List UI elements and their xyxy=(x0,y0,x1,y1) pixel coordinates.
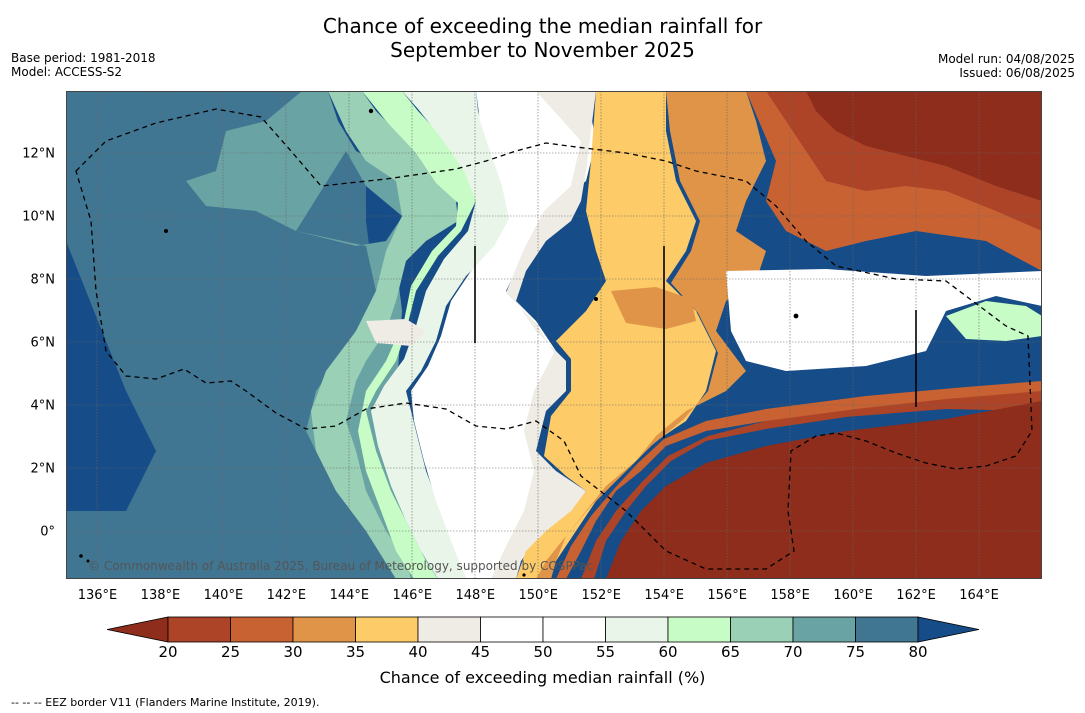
field-patch-orange xyxy=(611,287,696,329)
issued-text: Issued: 06/08/2025 xyxy=(959,66,1075,80)
longitude-label: 148°E xyxy=(455,588,496,603)
latitude-label: 12°N xyxy=(22,146,55,162)
longitude-label: 138°E xyxy=(140,588,181,603)
latitude-label: 8°N xyxy=(30,272,56,288)
map-title-line1: Chance of exceeding the median rainfall … xyxy=(322,14,763,38)
longitude-label: 158°E xyxy=(770,588,810,603)
colorbar-segment xyxy=(855,616,919,643)
longitude-label: 136°E xyxy=(77,588,118,603)
latitude-label: 6°N xyxy=(30,335,56,351)
eez-legend-note: -- -- -- EEZ border V11 (Flanders Marine… xyxy=(11,696,320,709)
colorbar-title: Chance of exceeding median rainfall (%) xyxy=(379,668,706,687)
longitude-label: 162°E xyxy=(896,588,936,603)
islands xyxy=(79,108,799,577)
latitude-label: 0° xyxy=(40,524,55,540)
colorbar-tick-label: 70 xyxy=(783,643,803,661)
colorbar-tick-label: 40 xyxy=(408,643,428,661)
latitude-label: 2°N xyxy=(30,461,56,477)
longitude-label: 142°E xyxy=(266,588,307,603)
run-info: Model run: 04/08/2025 Issued: 06/08/2025 xyxy=(938,52,1075,80)
colorbar-segment xyxy=(167,616,231,643)
colorbar-tick-label: 55 xyxy=(595,643,616,661)
field-band-40-45 xyxy=(491,91,596,579)
rainfall-map-svg xyxy=(66,91,1042,579)
copyright-text: © Commonwealth of Australia 2025, Bureau… xyxy=(88,559,594,573)
latitude-label: 4°N xyxy=(30,398,56,414)
longitude-label: 164°E xyxy=(959,588,999,603)
colorbar-tick-label: 35 xyxy=(345,643,366,661)
colorbar-under-arrow xyxy=(106,616,169,643)
eez-border-palau-fsm-west xyxy=(75,108,1033,570)
field-band-30-35 xyxy=(536,91,766,579)
colorbar-over-arrow xyxy=(917,616,980,643)
map-frame xyxy=(66,91,1042,579)
colorbar-segment xyxy=(605,616,669,643)
eez-borders xyxy=(75,108,1033,570)
region-divider-lines xyxy=(474,246,917,438)
field-band-65-70 xyxy=(311,91,458,579)
field-patch-grey xyxy=(366,319,426,346)
field-band-25-30 xyxy=(556,91,1042,579)
colorbar-segment xyxy=(792,616,856,643)
colorbar-segment xyxy=(417,616,481,643)
field-blob-east-green xyxy=(946,301,1042,341)
longitude-label: 156°E xyxy=(707,588,747,603)
rainfall-map xyxy=(66,91,1042,579)
map-title: Chance of exceeding the median rainfall … xyxy=(0,14,1085,62)
field-band-35-40 xyxy=(516,91,716,579)
graticule xyxy=(66,91,1042,579)
colorbar-tick-label: 20 xyxy=(158,643,178,661)
colorbar-segment xyxy=(480,616,544,643)
longitude-label: 152°E xyxy=(581,588,621,603)
field-band-55-60 xyxy=(371,91,511,579)
longitude-label: 150°E xyxy=(518,588,559,603)
colorbar-segment xyxy=(292,616,356,643)
longitude-label: 154°E xyxy=(644,588,684,603)
latitude-label: 10°N xyxy=(22,209,55,225)
colorbar-svg xyxy=(106,616,980,643)
longitude-label: 144°E xyxy=(329,588,370,603)
field-band-under20 xyxy=(606,91,1042,579)
colorbar-segment xyxy=(730,616,794,643)
longitude-label: 160°E xyxy=(833,588,873,603)
colorbar-tick-label: 80 xyxy=(908,643,928,661)
colorbar-segment xyxy=(667,616,731,643)
colorbar-tick-label: 65 xyxy=(720,643,741,661)
colorbar-tick-label: 75 xyxy=(845,643,866,661)
map-title-line2: September to November 2025 xyxy=(390,38,695,62)
model-name-text: Model: ACCESS-S2 xyxy=(11,65,123,79)
longitude-label: 146°E xyxy=(392,588,433,603)
colorbar-tick-label: 60 xyxy=(658,643,678,661)
colorbar-segment xyxy=(542,616,606,643)
model-info: Base period: 1981-2018 Model: ACCESS-S2 xyxy=(11,51,156,79)
colorbar-tick-label: 45 xyxy=(470,643,491,661)
model-run-text: Model run: 04/08/2025 xyxy=(937,52,1075,66)
colorbar-segment xyxy=(230,616,294,643)
colorbar-tick-label: 30 xyxy=(283,643,303,661)
longitude-label: 140°E xyxy=(203,588,244,603)
field-band-45-55 xyxy=(411,91,596,579)
colorbar-segment xyxy=(355,616,419,643)
colorbar-tick-label: 50 xyxy=(533,643,553,661)
colorbar xyxy=(106,616,980,643)
colorbar-tick-label: 25 xyxy=(220,643,241,661)
base-period-text: Base period: 1981-2018 xyxy=(11,51,156,65)
